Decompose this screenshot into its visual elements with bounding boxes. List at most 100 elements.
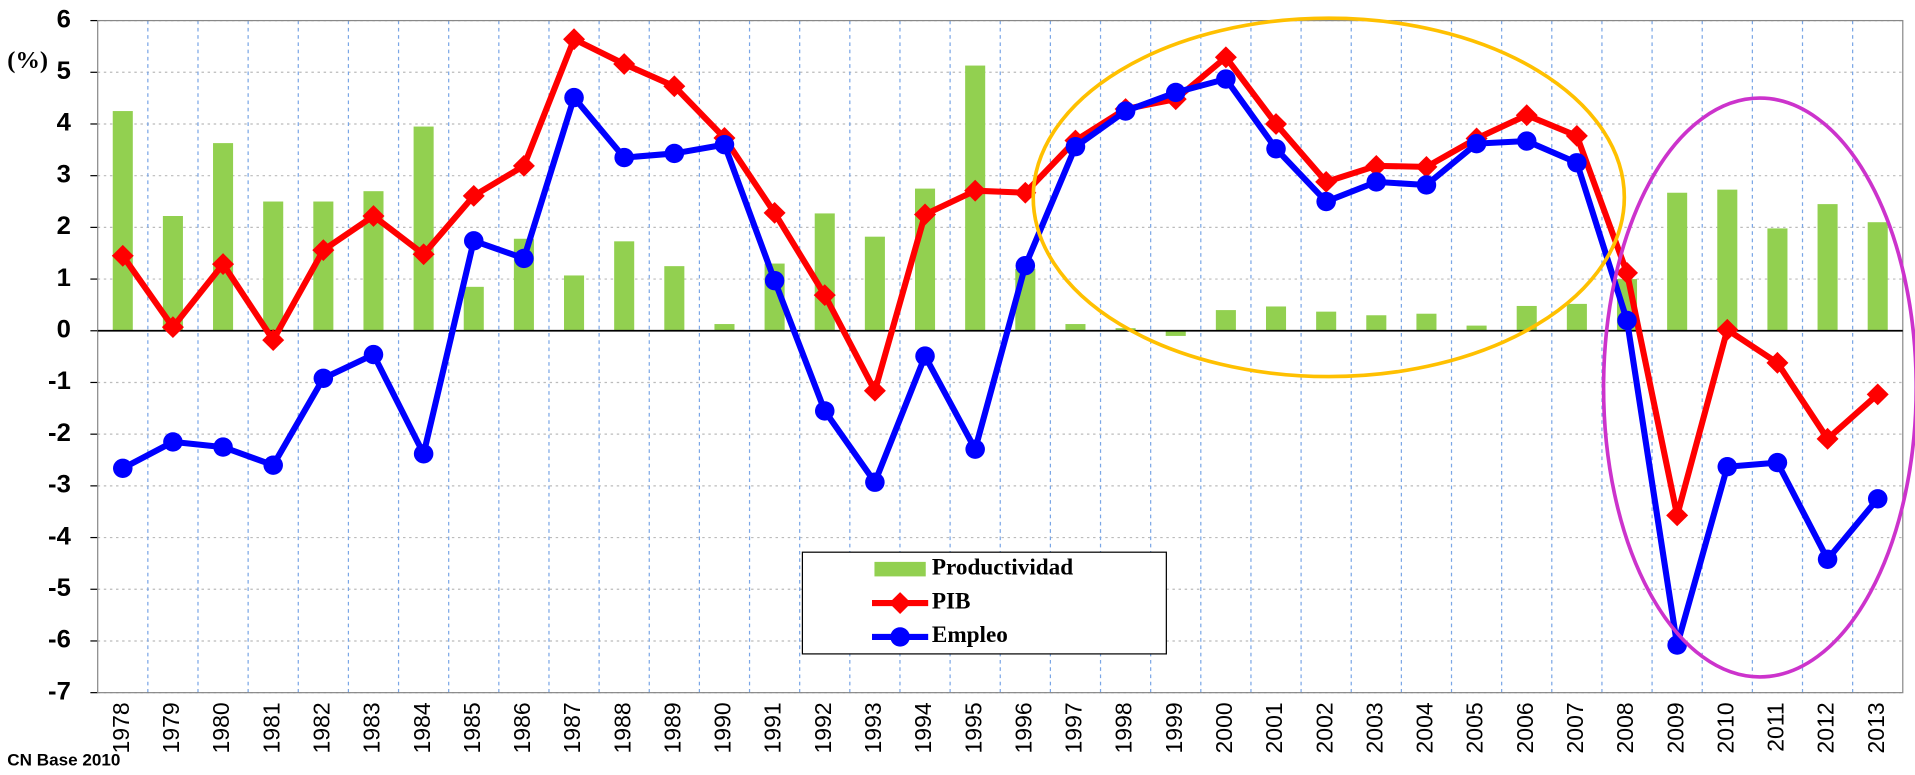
x-tick-label: 1982 xyxy=(308,702,334,753)
point xyxy=(1516,131,1537,151)
point xyxy=(1567,153,1587,173)
x-tick-label: 1990 xyxy=(710,702,736,753)
x-tick-label: 2003 xyxy=(1361,702,1387,753)
x-tick-label: 1983 xyxy=(359,702,385,753)
point xyxy=(362,205,385,227)
point xyxy=(763,202,786,224)
highlight-ellipse xyxy=(1601,96,1915,679)
point xyxy=(1366,172,1387,192)
bar xyxy=(1566,303,1587,331)
x-tick-label: 2007 xyxy=(1562,702,1588,753)
y-tick-label: -2 xyxy=(48,419,71,447)
x-tick-label: 1978 xyxy=(108,702,134,753)
bar xyxy=(1867,222,1888,331)
point xyxy=(363,344,384,365)
bar xyxy=(413,126,434,331)
x-tick-label: 1994 xyxy=(910,702,936,753)
x-tick-label: 2004 xyxy=(1411,702,1437,753)
bar xyxy=(363,191,384,331)
point xyxy=(213,437,233,457)
x-tick-label: 1989 xyxy=(659,702,685,753)
point xyxy=(1565,124,1588,147)
legend-box xyxy=(801,551,1167,655)
bar xyxy=(213,143,234,331)
point xyxy=(1216,69,1236,89)
point xyxy=(1165,82,1186,103)
bar xyxy=(1717,189,1738,331)
y-tick-label: -4 xyxy=(48,522,72,550)
point xyxy=(813,284,836,306)
point xyxy=(263,455,283,475)
bar xyxy=(564,275,585,331)
point xyxy=(1767,452,1788,473)
point xyxy=(1265,113,1288,135)
point xyxy=(613,53,636,75)
point xyxy=(1365,154,1388,177)
x-tick-label: 1981 xyxy=(258,702,284,753)
bar xyxy=(463,286,484,331)
point xyxy=(412,243,435,266)
bar xyxy=(1065,324,1086,331)
x-tick-label: 1992 xyxy=(810,702,836,753)
point xyxy=(1617,310,1637,331)
point xyxy=(1015,255,1036,276)
y-tick-label: 0 xyxy=(57,316,71,344)
x-tick-label: 2008 xyxy=(1612,702,1638,753)
point xyxy=(1315,170,1338,193)
point xyxy=(413,444,434,464)
y-tick-label: -7 xyxy=(48,677,71,705)
bar xyxy=(1316,311,1337,331)
point xyxy=(563,28,586,51)
plot-frame xyxy=(97,19,1904,694)
y-tick-label: 3 xyxy=(57,160,71,188)
point xyxy=(1065,137,1086,157)
x-tick-label: 2013 xyxy=(1863,702,1889,753)
point xyxy=(1415,155,1438,178)
legend-marker xyxy=(890,627,910,647)
point xyxy=(1666,504,1689,527)
x-tick-label: 1999 xyxy=(1161,702,1187,753)
point xyxy=(1266,139,1286,159)
point xyxy=(1866,383,1889,406)
x-tick-label: 1993 xyxy=(860,702,886,753)
x-tick-label: 1980 xyxy=(208,702,234,753)
point xyxy=(1115,101,1136,121)
y-tick-label: 5 xyxy=(57,57,71,85)
x-tick-label: 2001 xyxy=(1261,702,1287,753)
bar xyxy=(1416,313,1437,331)
y-tick-label: 2 xyxy=(57,212,71,240)
legend-label: Productividad xyxy=(932,554,1073,580)
bar xyxy=(1767,228,1788,331)
point xyxy=(1717,457,1738,477)
point xyxy=(564,87,584,108)
x-tick-label: 1998 xyxy=(1111,702,1137,753)
point xyxy=(161,316,184,339)
point xyxy=(313,368,334,389)
x-tick-label: 1986 xyxy=(509,702,535,753)
y-tick-label: 1 xyxy=(57,264,71,292)
bar xyxy=(1165,330,1186,336)
x-tick-label: 1988 xyxy=(609,702,635,753)
point xyxy=(764,270,785,291)
line xyxy=(121,75,1881,649)
point xyxy=(163,432,183,452)
point xyxy=(1766,351,1789,374)
legend: Productividad PIB Empleo xyxy=(801,551,1167,655)
bar xyxy=(162,216,183,331)
point xyxy=(1716,318,1739,341)
point xyxy=(914,203,937,226)
point xyxy=(1515,104,1538,127)
point xyxy=(863,379,886,402)
point xyxy=(663,75,686,98)
point xyxy=(463,231,484,251)
point xyxy=(212,253,235,275)
point xyxy=(964,179,987,202)
legend-label: PIB xyxy=(932,587,971,613)
x-tick-label: 1991 xyxy=(760,702,786,753)
point xyxy=(1416,175,1437,195)
y-tick-label: -6 xyxy=(48,626,71,654)
x-tick-label: 1985 xyxy=(459,702,485,753)
bar xyxy=(263,201,284,331)
